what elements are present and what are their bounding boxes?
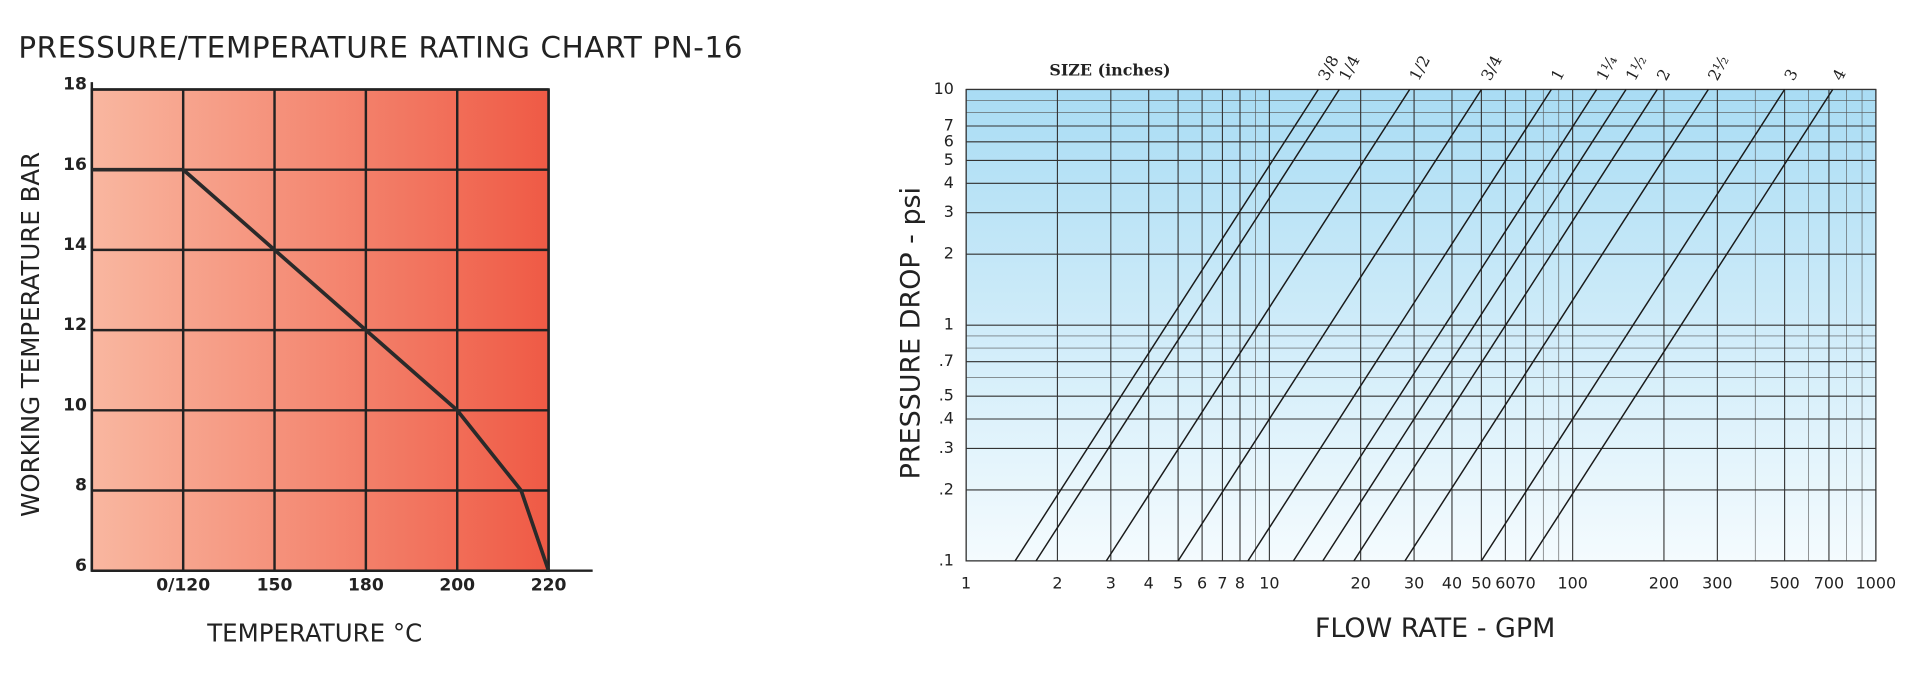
y-tick-label: 8: [75, 476, 87, 496]
y-tick-label: .3: [939, 438, 954, 457]
x-tick-label: 700: [1814, 574, 1844, 593]
x-tick-label: 7: [1217, 574, 1227, 593]
y-tick-label: 18: [63, 75, 87, 95]
x-tick-label: 1: [961, 574, 971, 593]
y-axis-label: WORKING TEMPERATURE BAR: [16, 152, 45, 517]
y-tick-label: 14: [63, 235, 87, 255]
y-tick-label: 5: [944, 150, 954, 169]
data-line: [1480, 89, 1786, 562]
y-tick-label: 6: [944, 131, 954, 150]
series-label: 1/2: [1405, 52, 1434, 84]
series-label: 2: [1653, 66, 1675, 84]
plot-frame: [965, 88, 1877, 562]
data-line: [1014, 89, 1319, 562]
data-line: [1177, 89, 1483, 562]
y-tick-label: .1: [939, 550, 954, 569]
x-tick-label: 1000: [1856, 574, 1896, 593]
series-label: 3: [1780, 66, 1802, 84]
data-line: [91, 167, 551, 572]
plot-frame: [90, 88, 550, 572]
x-axis-label: FLOW RATE - GPM: [1315, 613, 1555, 644]
data-line: [1404, 89, 1709, 562]
series-label: 2½: [1704, 52, 1733, 83]
y-axis-label: PRESSURE DROP - psi: [896, 187, 927, 479]
x-tick-label: 40: [1442, 574, 1462, 593]
x-tick-label: 10: [1259, 574, 1279, 593]
x-tick-label: 180: [348, 575, 384, 595]
x-tick-label: 60: [1495, 574, 1515, 593]
data-line: [1528, 89, 1834, 562]
y-tick-label: 3: [944, 202, 954, 221]
data-line: [1292, 89, 1598, 562]
x-tick-label: 5: [1173, 574, 1183, 593]
y-tick-label: .2: [939, 479, 954, 498]
chart: 6 8 10 12 14 16 18 0/120 150 180 200 220: [63, 75, 593, 595]
y-tick-label: .7: [939, 351, 954, 370]
series-label: 1¼: [1592, 52, 1621, 83]
x-tick-label: 200: [439, 575, 475, 595]
data-line: [1035, 89, 1340, 562]
series-label: 1: [1547, 66, 1569, 84]
y-tick-label: 10: [63, 395, 87, 415]
data-line: [1322, 89, 1627, 562]
x-tick-label: 220: [531, 575, 567, 595]
y-tick-label: 2: [944, 244, 954, 263]
x-tick-label: 150: [257, 575, 293, 595]
x-tick-label: 30: [1404, 574, 1424, 593]
x-axis-label: TEMPERATURE °C: [206, 618, 422, 647]
x-tick-label: 500: [1769, 574, 1799, 593]
x-tick-label: 50: [1471, 574, 1491, 593]
series-label: 3/4: [1477, 52, 1506, 84]
y-tick-label: 4: [944, 173, 954, 192]
legend-title: SIZE (inches): [1049, 61, 1170, 80]
x-tick-label: 100: [1557, 574, 1587, 593]
x-tick-label: 2: [1052, 574, 1062, 593]
x-tick-label: 200: [1649, 574, 1679, 593]
y-tick-label: .5: [939, 386, 954, 405]
x-tick-label: 4: [1144, 574, 1154, 593]
y-tick-label: 7: [944, 115, 954, 134]
y-tick-label: 10: [934, 79, 954, 98]
data-line: [1105, 89, 1411, 562]
x-tick-label: 70: [1516, 574, 1536, 593]
x-tick-label: 6: [1197, 574, 1207, 593]
data-line: [1247, 89, 1552, 562]
series-label: 1/4: [1335, 52, 1364, 84]
x-tick-label: 20: [1351, 574, 1371, 593]
y-tick-label: 16: [63, 155, 87, 175]
chart-title: PRESSURE/TEMPERATURE RATING CHART PN-16: [18, 31, 743, 65]
y-tick-label: 12: [63, 315, 87, 335]
y-tick-label: 6: [75, 556, 87, 576]
y-tick-label: 1: [944, 315, 954, 334]
x-tick-label: 0/120: [156, 575, 210, 595]
x-tick-label: 8: [1235, 574, 1245, 593]
x-tick-label: 3: [1106, 574, 1116, 593]
series-label: 1½: [1622, 52, 1651, 83]
data-line: [1353, 89, 1658, 562]
y-tick-label: .4: [939, 408, 954, 427]
series-label: 4: [1828, 66, 1850, 84]
x-tick-label: 300: [1702, 574, 1732, 593]
